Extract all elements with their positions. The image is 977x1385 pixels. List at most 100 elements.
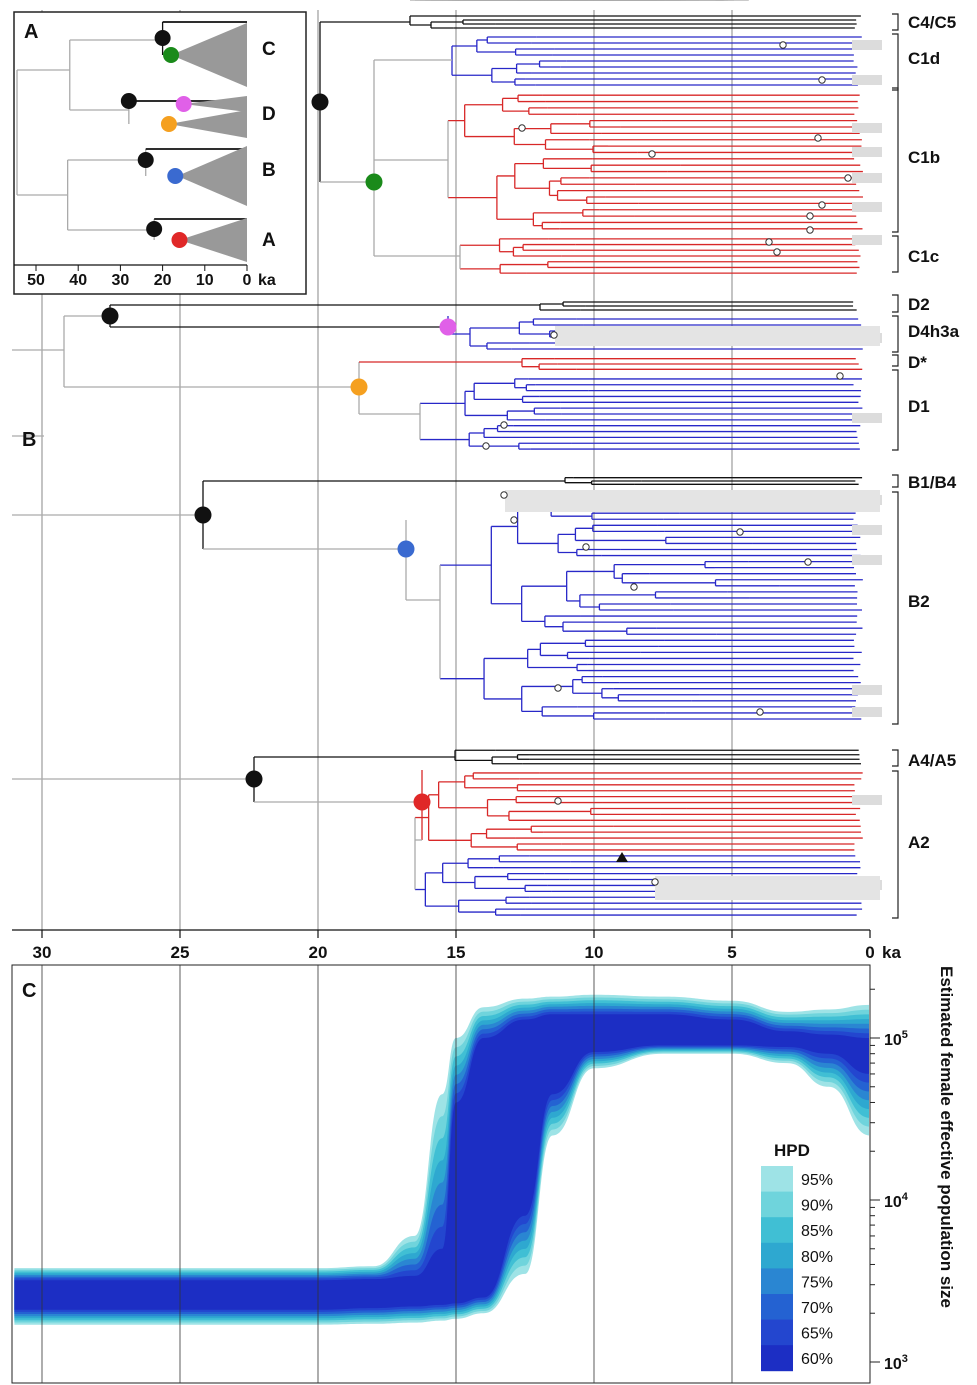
calibration-node-marker <box>779 41 787 49</box>
clade-bracket <box>892 294 899 313</box>
inset-axis-label: 40 <box>69 272 87 289</box>
clade-bracket <box>892 474 899 488</box>
node-c-founder <box>365 173 383 191</box>
inset-clade-label: D <box>262 104 276 125</box>
labels: A B C <box>22 21 38 1002</box>
legend-label: 65% <box>801 1326 833 1343</box>
clade-bracket <box>892 770 899 919</box>
inset-clade-label: A <box>262 230 276 251</box>
clade-label: D1 <box>908 397 930 416</box>
calibration-node-marker <box>550 331 558 339</box>
node-d4h3a-founder <box>439 318 457 336</box>
inset-frame <box>13 11 307 295</box>
calibration-node-marker <box>818 76 826 84</box>
legend-label: 70% <box>801 1300 833 1317</box>
hpd-band-60 <box>14 1014 869 1310</box>
node-a-root <box>245 770 263 788</box>
calibration-node-marker <box>500 421 508 429</box>
calibration-node-marker <box>765 238 773 246</box>
legend-label: 90% <box>801 1198 833 1215</box>
legend-swatch <box>761 1191 793 1218</box>
hpd-bar <box>655 876 880 900</box>
hpd-bar <box>852 235 882 245</box>
panel-label-b: B <box>22 429 36 451</box>
inset-axis-label: 10 <box>196 272 214 289</box>
node-b-root <box>194 506 212 524</box>
node-a2-founder <box>413 793 431 811</box>
calibration-node-marker <box>773 248 781 256</box>
legend-swatch <box>761 1166 793 1192</box>
hpd-bar <box>852 795 882 805</box>
phylogeny-panel: 30 25 20 15 10 5 0 kaC4/C5C1dC1bC1cD2D4h3aD*D1B… <box>12 0 960 962</box>
inset-node-d-lower <box>160 116 177 132</box>
clade-bracket <box>892 369 899 451</box>
inset-clade-d-lower-triangle <box>168 110 247 138</box>
legend-label: 85% <box>801 1223 833 1240</box>
clade-label: B1/B4 <box>908 473 957 492</box>
time-axis-unit: ka <box>882 943 901 962</box>
clade-bracket <box>892 749 899 767</box>
calibration-node-marker <box>756 708 764 716</box>
legend-swatch <box>761 1319 793 1346</box>
legend-label: 95% <box>801 1172 833 1189</box>
y-tick-base: 10 <box>884 1356 902 1373</box>
clade-bracket <box>892 33 899 91</box>
legend-swatch <box>761 1294 793 1320</box>
legend-swatch <box>761 1217 793 1244</box>
clade-label: B2 <box>908 592 930 611</box>
time-axis-label: 30 <box>33 943 52 962</box>
node-c-root <box>311 93 329 111</box>
inset-node-d-upper <box>175 96 192 112</box>
calibration-node-marker <box>814 134 822 142</box>
inset-axis-label: 50 <box>27 272 45 289</box>
y-tick-base: 10 <box>884 1194 902 1211</box>
inset-node-c-root <box>154 30 171 46</box>
y-axis-title: Estimated female effective population si… <box>937 966 956 1308</box>
legend-label: 80% <box>801 1249 833 1266</box>
clade-label: D* <box>908 353 927 372</box>
clade-label: C4/C5 <box>908 13 956 32</box>
clade-label: A2 <box>908 833 930 852</box>
hpd-bar <box>505 490 880 512</box>
inset-clade-a-triangle <box>179 218 247 262</box>
legend-label: 60% <box>801 1351 833 1368</box>
inset-node-d-root <box>120 93 137 109</box>
clade-label: C1b <box>908 148 940 167</box>
hpd-bar <box>852 147 882 157</box>
calibration-node-marker <box>804 558 812 566</box>
hpd-bar <box>852 202 882 212</box>
hpd-bar <box>555 326 880 346</box>
hpd-bar <box>852 40 882 50</box>
triangle-marker <box>616 852 628 862</box>
node-d1-founder <box>350 378 368 396</box>
inset-node-c <box>163 47 180 63</box>
clade-label: D2 <box>908 295 930 314</box>
time-axis-label: 15 <box>447 943 466 962</box>
y-tick-label: 105 <box>884 1029 908 1049</box>
hpd-bar <box>852 707 882 717</box>
hpd-bar <box>852 75 882 85</box>
inset-clade-c-triangle <box>171 23 247 87</box>
clade-label: D4h3a <box>908 322 960 341</box>
time-axis-label: 25 <box>171 943 190 962</box>
calibration-node-marker <box>818 201 826 209</box>
time-axis-label: 10 <box>585 943 604 962</box>
panel-label-a: A <box>24 21 38 43</box>
y-tick-label: 103 <box>884 1353 908 1373</box>
inset-panel: C D B A 50 40 30 20 10 0 ka <box>13 11 307 295</box>
calibration-node-marker <box>582 543 590 551</box>
hpd-bar <box>852 525 882 535</box>
calibration-node-marker <box>844 174 852 182</box>
legend-swatch <box>761 1345 793 1372</box>
inset-node-b-root <box>137 152 154 168</box>
hpd-bar <box>852 413 882 423</box>
y-tick-label: 104 <box>884 1191 909 1211</box>
node-d-root <box>101 307 119 325</box>
inset-axis-label: 20 <box>154 272 172 289</box>
y-tick-exp: 3 <box>902 1353 908 1365</box>
clade-bracket <box>892 13 899 31</box>
y-tick-exp: 4 <box>902 1191 909 1203</box>
time-axis-label: 0 <box>865 943 874 962</box>
calibration-node-marker <box>510 516 518 524</box>
